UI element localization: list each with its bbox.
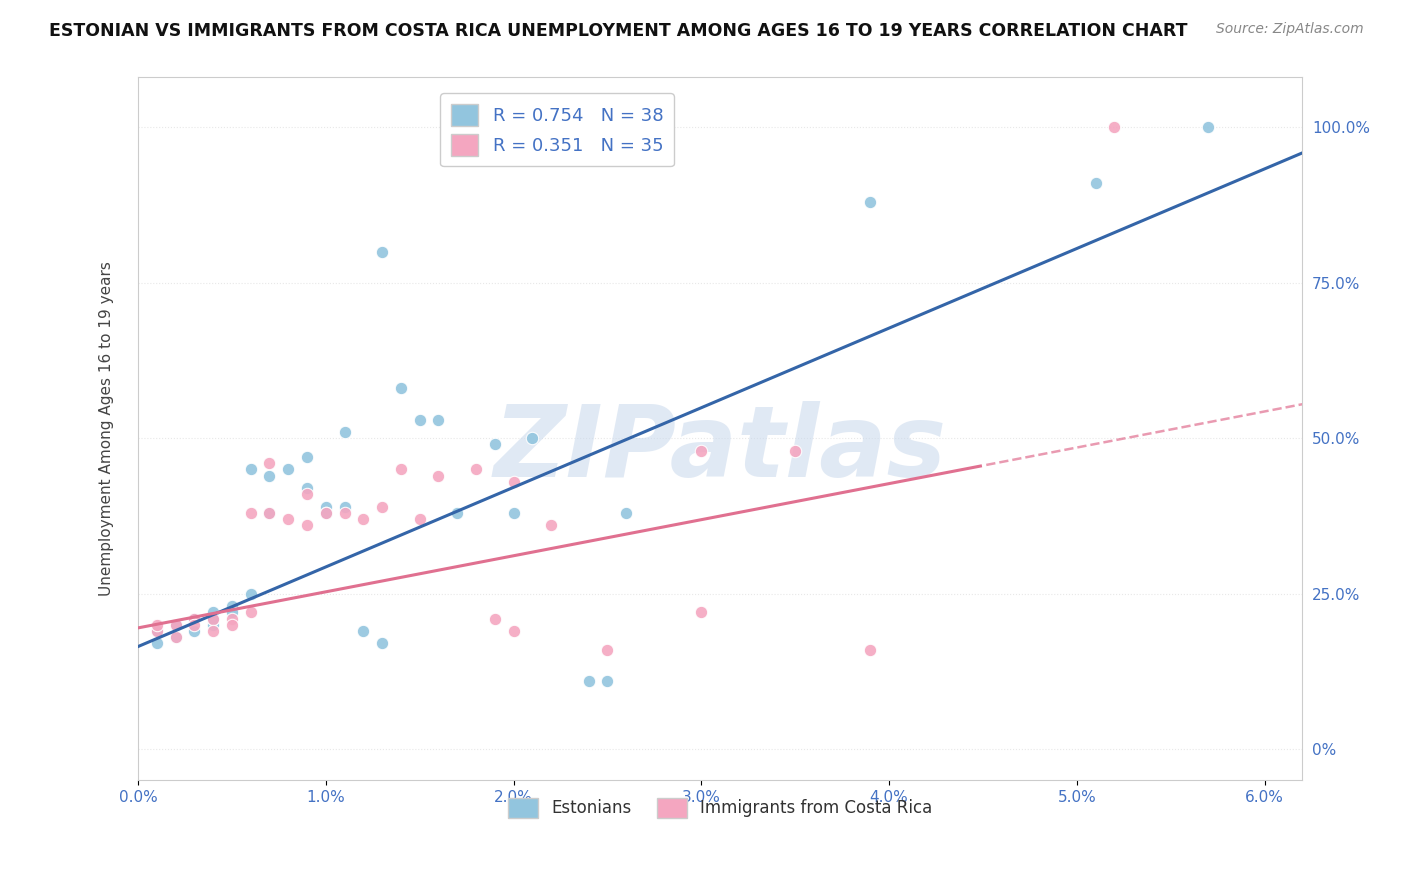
Point	[408, 512, 430, 526]
Point	[596, 673, 619, 688]
Point	[352, 512, 374, 526]
Point	[484, 437, 506, 451]
Point	[145, 617, 167, 632]
Point	[202, 606, 225, 620]
Point	[259, 468, 281, 483]
Point	[202, 611, 225, 625]
Point	[484, 611, 506, 625]
Point	[295, 487, 318, 501]
Point	[389, 381, 412, 395]
Point	[614, 506, 637, 520]
Point	[1197, 120, 1219, 135]
Point	[596, 642, 619, 657]
Point	[295, 481, 318, 495]
Point	[145, 624, 167, 638]
Point	[371, 636, 394, 650]
Point	[389, 462, 412, 476]
Point	[502, 475, 524, 489]
Point	[502, 506, 524, 520]
Point	[239, 506, 262, 520]
Point	[259, 506, 281, 520]
Point	[277, 462, 299, 476]
Point	[859, 642, 882, 657]
Legend: Estonians, Immigrants from Costa Rica: Estonians, Immigrants from Costa Rica	[502, 791, 939, 825]
Point	[1084, 176, 1107, 190]
Point	[277, 512, 299, 526]
Point	[221, 611, 243, 625]
Point	[239, 606, 262, 620]
Point	[522, 431, 544, 445]
Point	[352, 624, 374, 638]
Point	[295, 450, 318, 464]
Point	[859, 194, 882, 209]
Point	[165, 617, 187, 632]
Point	[333, 425, 356, 439]
Point	[295, 518, 318, 533]
Point	[165, 630, 187, 644]
Point	[408, 412, 430, 426]
Point	[183, 617, 205, 632]
Point	[333, 506, 356, 520]
Text: ESTONIAN VS IMMIGRANTS FROM COSTA RICA UNEMPLOYMENT AMONG AGES 16 TO 19 YEARS CO: ESTONIAN VS IMMIGRANTS FROM COSTA RICA U…	[49, 22, 1188, 40]
Point	[183, 624, 205, 638]
Point	[202, 611, 225, 625]
Point	[221, 617, 243, 632]
Point	[465, 462, 488, 476]
Point	[259, 506, 281, 520]
Point	[690, 606, 713, 620]
Point	[540, 518, 562, 533]
Point	[785, 443, 807, 458]
Point	[315, 506, 337, 520]
Text: ZIPatlas: ZIPatlas	[494, 401, 946, 499]
Point	[315, 500, 337, 514]
Point	[165, 617, 187, 632]
Point	[1104, 120, 1126, 135]
Point	[145, 636, 167, 650]
Text: Source: ZipAtlas.com: Source: ZipAtlas.com	[1216, 22, 1364, 37]
Point	[578, 673, 600, 688]
Point	[145, 624, 167, 638]
Y-axis label: Unemployment Among Ages 16 to 19 years: Unemployment Among Ages 16 to 19 years	[100, 261, 114, 597]
Point	[239, 462, 262, 476]
Point	[333, 500, 356, 514]
Point	[239, 587, 262, 601]
Point	[446, 506, 468, 520]
Point	[502, 624, 524, 638]
Point	[202, 624, 225, 638]
Point	[183, 611, 205, 625]
Point	[371, 500, 394, 514]
Point	[259, 456, 281, 470]
Point	[221, 606, 243, 620]
Point	[221, 599, 243, 614]
Point	[427, 412, 450, 426]
Point	[690, 443, 713, 458]
Point	[183, 611, 205, 625]
Point	[371, 244, 394, 259]
Point	[427, 468, 450, 483]
Point	[165, 630, 187, 644]
Point	[202, 617, 225, 632]
Point	[315, 506, 337, 520]
